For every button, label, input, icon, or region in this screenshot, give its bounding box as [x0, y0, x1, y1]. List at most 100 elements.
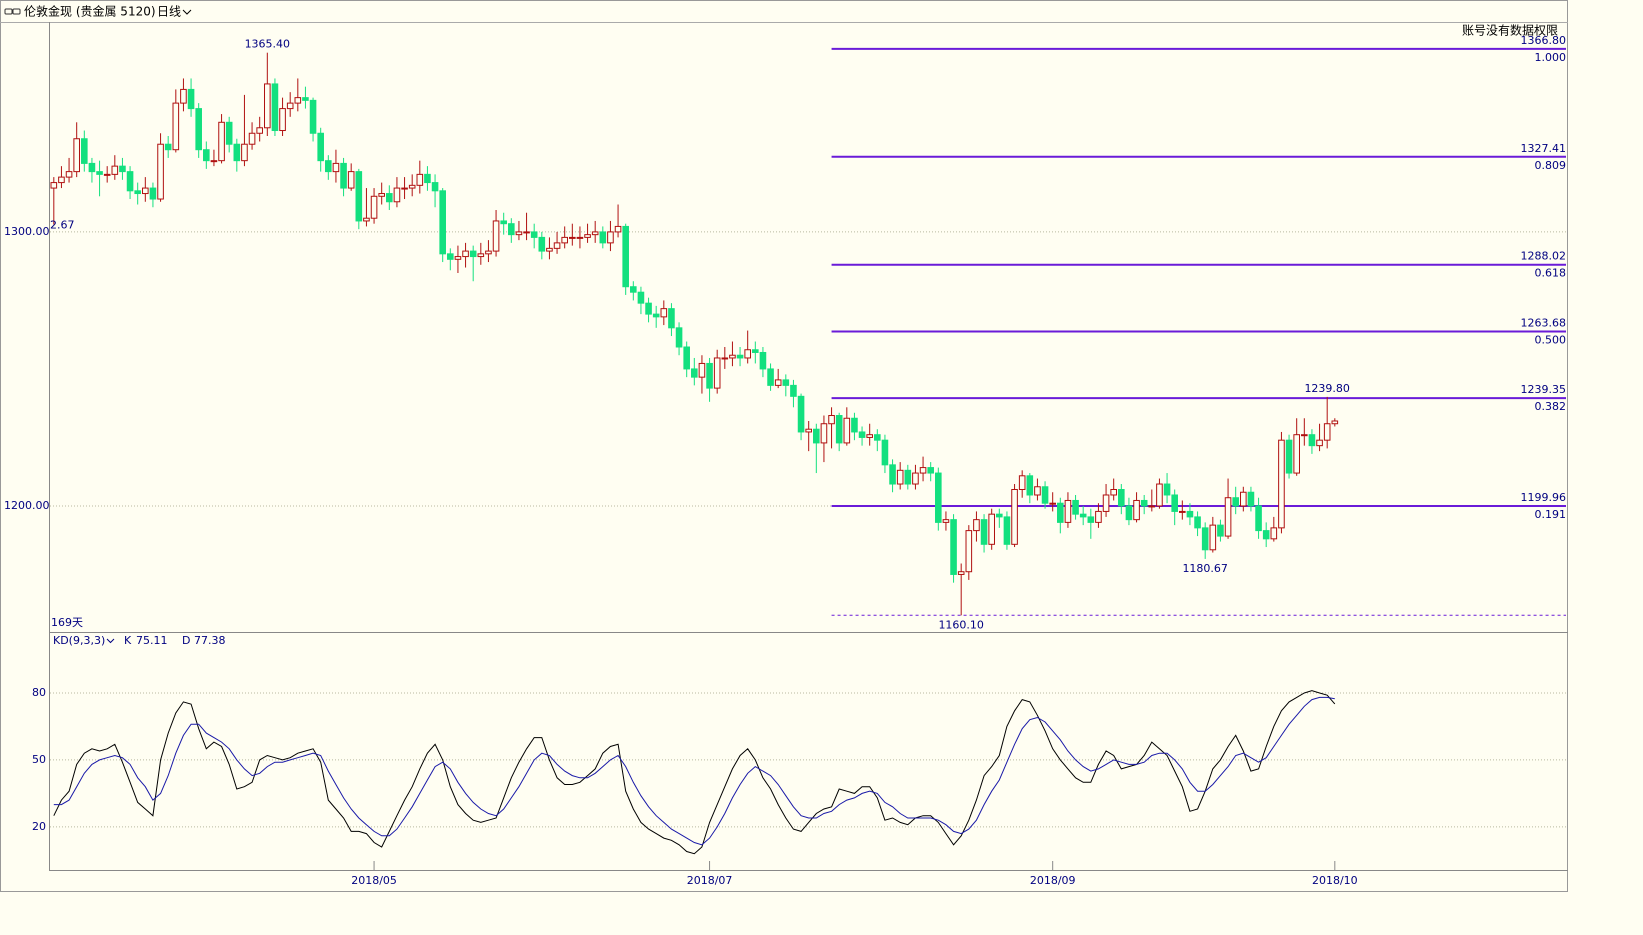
candle-body [1118, 489, 1125, 507]
candle-body [73, 138, 80, 173]
x-tick-label: 2018/05 [351, 874, 397, 887]
candle-body [774, 379, 782, 386]
candle-body [241, 143, 248, 162]
candle-body [103, 173, 111, 176]
candle-body [1079, 513, 1087, 518]
candle-body [1323, 423, 1331, 441]
candle-body [1018, 475, 1026, 491]
candle-body [1194, 516, 1201, 529]
candle-body [88, 162, 96, 173]
candle-body [965, 530, 973, 573]
candle-body [370, 195, 378, 219]
candle-body [401, 187, 408, 190]
candle-body [264, 83, 271, 129]
price-annotation: 1239.80 [1304, 382, 1350, 395]
candle-body [1240, 491, 1247, 507]
candle-body [317, 132, 324, 162]
candle-body [180, 88, 187, 104]
candle-body [835, 415, 843, 444]
candle-body [698, 362, 706, 378]
x-tick-label: 2018/09 [1030, 874, 1076, 887]
candle-body [759, 351, 767, 370]
candle-body [614, 225, 622, 233]
candle-body [431, 182, 439, 192]
candle-body [1125, 505, 1133, 521]
candle-body [187, 88, 195, 110]
candle-body [1072, 499, 1079, 515]
candle-body [286, 102, 294, 110]
candle-body [622, 225, 629, 288]
candle-body [752, 349, 759, 353]
candle-body [996, 513, 1003, 518]
candle-body [439, 190, 446, 255]
candle-body [1285, 439, 1293, 474]
candle-body [820, 423, 828, 444]
dropdown-arrow[interactable] [182, 9, 192, 15]
candle-body [569, 236, 576, 239]
x-tick-label: 2018/07 [687, 874, 733, 887]
candle-body [1034, 486, 1041, 496]
candle-body [980, 519, 988, 545]
candle-body [782, 379, 790, 386]
candle-body [96, 171, 103, 175]
candle-body [1041, 486, 1049, 504]
candle-body [218, 121, 225, 162]
candle-body [683, 346, 690, 370]
candle-body [172, 102, 180, 151]
y-tick-label: 20 [32, 820, 46, 833]
candle-body [271, 83, 279, 132]
candle-body [919, 467, 927, 474]
candle-body [508, 223, 515, 236]
candle-body [668, 308, 675, 329]
candle-body [1003, 516, 1011, 545]
candle-body [492, 220, 500, 252]
legend-value: 77.38 [194, 634, 226, 647]
candle-body [950, 519, 957, 575]
candle-body [386, 193, 393, 203]
candle-body [149, 187, 157, 200]
candle-body [325, 160, 332, 173]
candle-body [1316, 439, 1323, 447]
candle-body [546, 247, 553, 252]
candle-body [843, 417, 851, 444]
candle-body [637, 291, 645, 304]
candle-body [1049, 502, 1056, 505]
y-tick-label: 80 [32, 686, 46, 699]
candle-body [332, 162, 340, 173]
candle-body [309, 99, 317, 134]
candle-body [477, 253, 485, 258]
candle-body [889, 464, 896, 485]
candle-body [1148, 505, 1156, 508]
candle-body [797, 395, 805, 433]
candle-body [248, 132, 256, 145]
candle-body [279, 108, 286, 132]
candle-body [767, 368, 774, 386]
period-selector[interactable]: 日线 [157, 5, 181, 19]
fib-price-label: 1263.68 [1521, 316, 1567, 329]
fib-ratio-label: 0.618 [1535, 267, 1567, 280]
candle-body [721, 357, 729, 360]
frame [0, 0, 1568, 892]
candle-body [523, 231, 530, 234]
candle-body [896, 469, 904, 485]
period-label: 169天 [51, 616, 83, 629]
candle-body [416, 173, 424, 186]
fib-ratio-label: 1.000 [1535, 51, 1567, 64]
candle-body [858, 431, 866, 438]
candle-body [813, 428, 820, 444]
candle-body [302, 97, 309, 101]
candle-body [1026, 475, 1034, 496]
candle-body [1156, 483, 1163, 507]
candle-body [1133, 499, 1140, 521]
candle-body [957, 571, 965, 575]
candle-body [454, 256, 462, 260]
y-tick-label: 1200.00 [4, 499, 50, 512]
candle-body [408, 184, 416, 189]
candle-body [630, 286, 637, 293]
candle-body [447, 253, 454, 260]
candle-body [881, 439, 889, 466]
candle-body [912, 472, 919, 485]
